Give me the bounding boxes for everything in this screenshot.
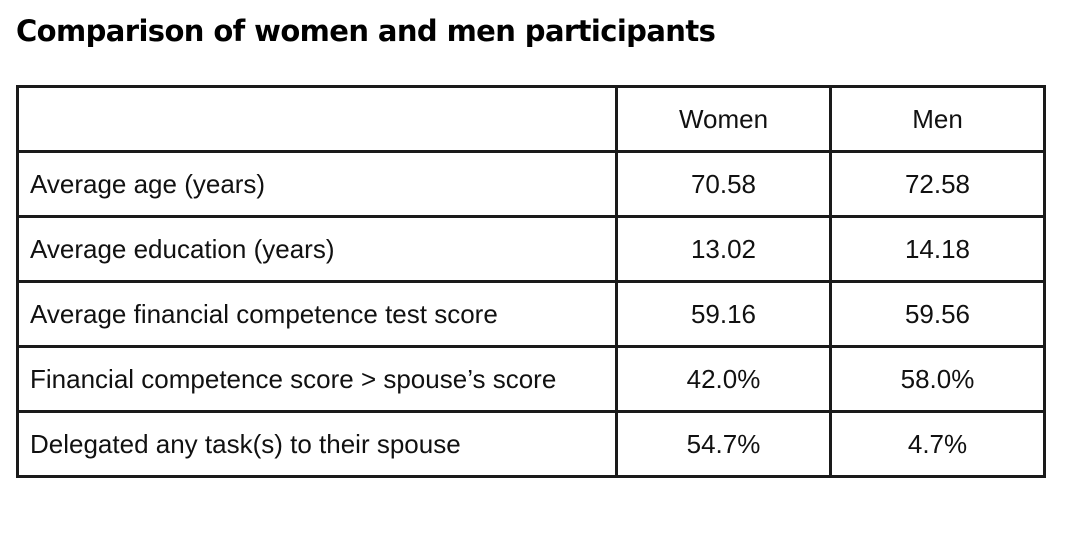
comparison-table: Women Men Average age (years) 70.58 72.5… [16, 85, 1046, 478]
table-row: Average age (years) 70.58 72.58 [16, 150, 1046, 218]
row-label: Financial competence score > spouse’s sc… [16, 345, 618, 413]
header-cell-women: Women [615, 85, 832, 153]
row-label: Average age (years) [16, 150, 618, 218]
women-value: 70.58 [615, 150, 832, 218]
row-label: Average education (years) [16, 215, 618, 283]
men-value: 59.56 [829, 280, 1046, 348]
table-row: Average financial competence test score … [16, 280, 1046, 348]
men-value: 72.58 [829, 150, 1046, 218]
men-value: 4.7% [829, 410, 1046, 478]
women-value: 59.16 [615, 280, 832, 348]
header-cell-blank [16, 85, 618, 153]
table-row: Financial competence score > spouse’s sc… [16, 345, 1046, 413]
row-label: Average financial competence test score [16, 280, 618, 348]
row-label: Delegated any task(s) to their spouse [16, 410, 618, 478]
women-value: 42.0% [615, 345, 832, 413]
men-value: 58.0% [829, 345, 1046, 413]
men-value: 14.18 [829, 215, 1046, 283]
page-title: Comparison of women and men participants [16, 14, 716, 48]
women-value: 13.02 [615, 215, 832, 283]
table-row: Delegated any task(s) to their spouse 54… [16, 410, 1046, 478]
women-value: 54.7% [615, 410, 832, 478]
table-row: Average education (years) 13.02 14.18 [16, 215, 1046, 283]
header-cell-men: Men [829, 85, 1046, 153]
table-header-row: Women Men [16, 85, 1046, 153]
